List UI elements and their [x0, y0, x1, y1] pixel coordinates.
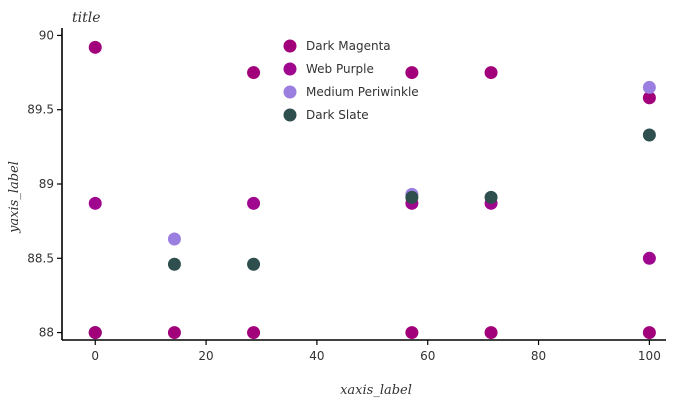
- y-tick-label: 88: [39, 326, 54, 340]
- y-tick-label: 88.5: [27, 251, 54, 265]
- legend-label: Dark Slate: [306, 108, 369, 122]
- data-point: [88, 326, 102, 340]
- x-tick-label: 0: [91, 349, 99, 363]
- data-point: [642, 80, 656, 94]
- data-point: [642, 128, 656, 142]
- x-tick-label: 20: [198, 349, 213, 363]
- data-point: [642, 251, 656, 265]
- data-point: [167, 257, 181, 271]
- data-point: [247, 326, 261, 340]
- data-point: [88, 40, 102, 54]
- legend-label: Web Purple: [306, 62, 374, 76]
- legend-marker: [283, 39, 297, 53]
- x-axis-title: xaxis_label: [340, 383, 412, 398]
- y-axis-title: yaxis_label: [7, 161, 22, 234]
- data-point: [247, 196, 261, 210]
- data-point: [167, 326, 181, 340]
- data-point: [167, 232, 181, 246]
- data-point: [642, 326, 656, 340]
- data-point: [484, 66, 498, 80]
- chart-title: title: [72, 10, 101, 26]
- data-point: [484, 326, 498, 340]
- data-point: [405, 190, 419, 204]
- x-tick-label: 100: [638, 349, 661, 363]
- legend-label: Dark Magenta: [306, 39, 391, 53]
- data-point: [642, 91, 656, 105]
- x-tick-label: 40: [309, 349, 324, 363]
- data-point: [88, 196, 102, 210]
- data-points: [88, 40, 656, 340]
- x-tick-label: 80: [531, 349, 546, 363]
- y-tick-label: 89.5: [27, 103, 54, 117]
- x-tick-label: 60: [420, 349, 435, 363]
- legend-label: Medium Periwinkle: [306, 85, 419, 99]
- data-point: [247, 257, 261, 271]
- data-point: [405, 326, 419, 340]
- data-point: [405, 66, 419, 80]
- y-tick-label: 89: [39, 177, 54, 191]
- legend: Dark Magenta Web Purple Medium Periwinkle D…: [283, 39, 419, 122]
- data-point: [484, 190, 498, 204]
- legend-marker: [283, 85, 297, 99]
- y-tick-label: 90: [39, 28, 54, 42]
- axes: 0 20 40 60 80 100 88 88.5 89 89.5 90: [27, 28, 666, 363]
- legend-marker: [283, 108, 297, 122]
- legend-marker: [283, 62, 297, 76]
- data-point: [247, 66, 261, 80]
